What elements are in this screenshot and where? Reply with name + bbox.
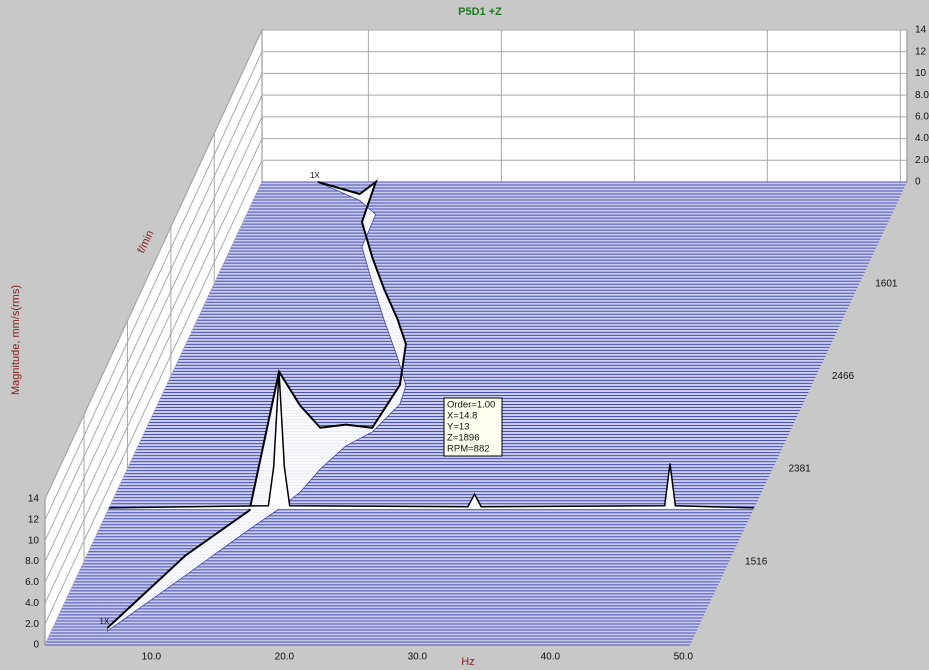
labels-layer: 0 0 2.0 2.0 4.0 4.0 6.0 6.0 8.0 8.0 10 10 12 12 14 14 10…: [25, 25, 929, 663]
grid-line: [44, 116, 263, 583]
annotation: 1X: [310, 171, 320, 180]
walls-layer: [44, 29, 908, 646]
x-tick-label: 40.0: [541, 652, 561, 663]
back-wall: [261, 29, 908, 183]
y-tick-label: 14: [28, 494, 40, 505]
x-tick-label: 50.0: [674, 652, 694, 663]
grid-line: [44, 73, 263, 541]
y-tick-label: 0: [33, 640, 39, 651]
order-track: [106, 179, 407, 629]
cursor-text: X=14.8: [447, 411, 477, 422]
x-tick-label: 30.0: [408, 652, 428, 663]
cursor-text: RPM=882: [447, 444, 490, 455]
y-tick-label: 6.0: [915, 111, 929, 122]
z-tick-label: 1601: [875, 279, 898, 290]
y-tick-label: 2.0: [25, 619, 39, 630]
cursor-spectrum: [108, 371, 754, 509]
marks-layer: [106, 179, 754, 632]
cursor-box: [443, 397, 503, 457]
y-tick-label: 10: [28, 535, 40, 546]
x-tick-label: 20.0: [275, 652, 295, 663]
y-tick-label: 14: [915, 25, 927, 36]
y-tick-label: 8.0: [25, 556, 39, 567]
cursor-text: Y=13: [447, 422, 469, 433]
y-tick-label: 12: [28, 514, 40, 525]
x-axis-label: Hz: [461, 656, 474, 668]
z-tick-label: 2466: [832, 371, 855, 382]
grid-line: [44, 160, 263, 625]
y-tick-label: 6.0: [25, 577, 39, 588]
x-tick-label: 10.0: [142, 652, 162, 663]
y-tick-label: 12: [915, 46, 927, 57]
z-tick-label: 1516: [745, 556, 768, 567]
annotation: 1X: [99, 617, 109, 626]
chart-title: P5D1 +Z: [458, 6, 502, 18]
y-axis-label: Magnitude, mm/s(rms): [10, 285, 22, 395]
y-tick-label: 2.0: [915, 155, 929, 166]
y-tick-label: 0: [915, 177, 921, 188]
cursor-text: Z=1896: [447, 433, 480, 444]
cursor-text: Order=1.00: [447, 400, 495, 411]
grid-line: [44, 51, 263, 521]
y-tick-label: 4.0: [915, 133, 929, 144]
grid-line: [44, 29, 263, 500]
y-tick-label: 8.0: [915, 90, 929, 101]
z-tick-label: 2381: [788, 464, 811, 475]
y-tick-label: 4.0: [25, 598, 39, 609]
y-tick-label: 10: [915, 68, 927, 79]
z-axis-label: f/min: [135, 229, 156, 256]
grid-line: [44, 94, 263, 562]
grid-line: [44, 138, 263, 604]
